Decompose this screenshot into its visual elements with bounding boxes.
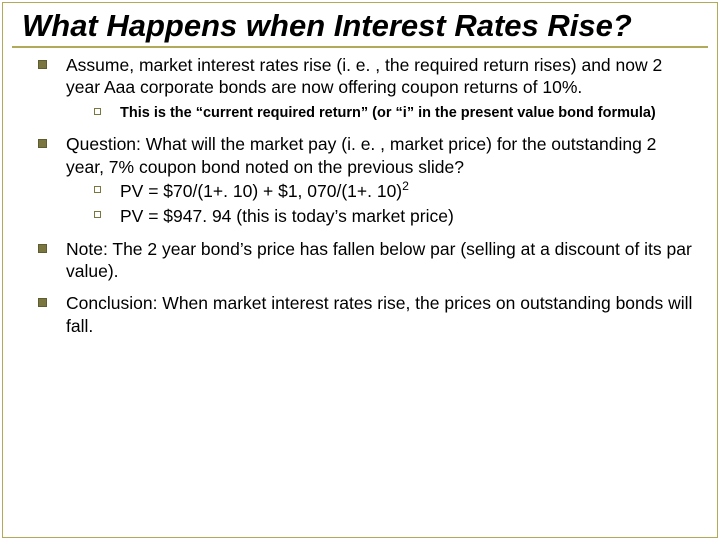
bullet-text: Conclusion: When market interest rates r… bbox=[66, 293, 692, 335]
subbullet-required-return: This is the “current required return” (o… bbox=[94, 104, 694, 123]
subbullet-pv-result: PV = $947. 94 (this is today’s market pr… bbox=[94, 205, 694, 228]
bullet-question: Question: What will the market pay (i. e… bbox=[38, 133, 694, 227]
subbullet-pv-formula: PV = $70/(1+. 10) + $1, 070/(1+. 10)2 bbox=[94, 180, 694, 203]
slide-body: Assume, market interest rates rise (i. e… bbox=[18, 54, 702, 337]
bullet-note: Note: The 2 year bond’s price has fallen… bbox=[38, 238, 694, 283]
hollow-square-bullet-icon bbox=[94, 211, 101, 218]
hollow-square-bullet-icon bbox=[94, 108, 101, 115]
square-bullet-icon bbox=[38, 139, 47, 148]
subbullet-text: PV = $70/(1+. 10) + $1, 070/(1+. 10)2 bbox=[120, 181, 409, 201]
subbullet-text: This is the “current required return” (o… bbox=[120, 105, 656, 121]
subbullet-text: PV = $947. 94 (this is today’s market pr… bbox=[120, 206, 454, 226]
hollow-square-bullet-icon bbox=[94, 186, 101, 193]
title-underline bbox=[12, 46, 708, 48]
bullet-assume: Assume, market interest rates rise (i. e… bbox=[38, 54, 694, 124]
square-bullet-icon bbox=[38, 298, 47, 307]
slide-title: What Happens when Interest Rates Rise? bbox=[18, 8, 702, 44]
square-bullet-icon bbox=[38, 60, 47, 69]
bullet-text: Note: The 2 year bond’s price has fallen… bbox=[66, 239, 692, 281]
bullet-text: Assume, market interest rates rise (i. e… bbox=[66, 55, 662, 97]
square-bullet-icon bbox=[38, 244, 47, 253]
bullet-text: Question: What will the market pay (i. e… bbox=[66, 134, 656, 176]
bullet-conclusion: Conclusion: When market interest rates r… bbox=[38, 292, 694, 337]
